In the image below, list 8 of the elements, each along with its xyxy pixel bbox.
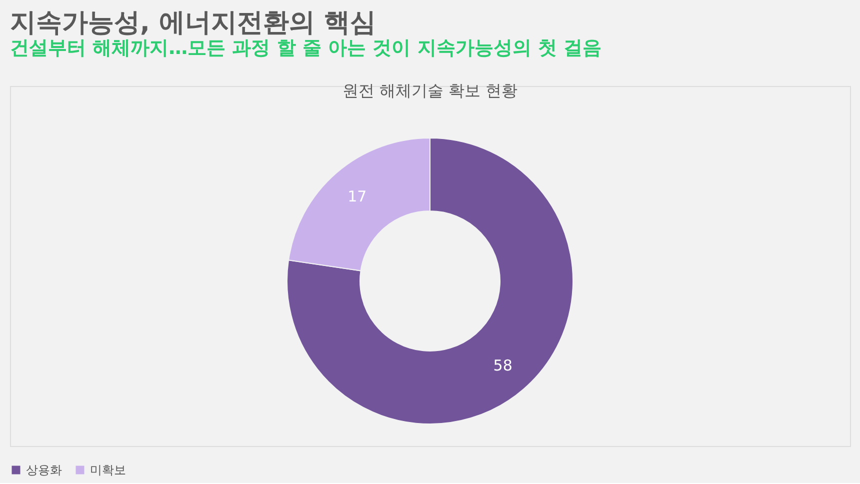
chart-subtitle: 건설부터 해체까지…모든 과정 할 줄 아는 것이 지속가능성의 첫 걸음 bbox=[10, 37, 602, 59]
chart-title: 지속가능성, 에너지전환의 핵심 bbox=[10, 8, 376, 38]
donut-slice bbox=[286, 138, 574, 424]
data-label: 58 bbox=[493, 356, 512, 374]
data-label: 17 bbox=[348, 188, 367, 206]
legend-label: 미확보 bbox=[90, 463, 126, 477]
legend-label: 상용화 bbox=[26, 463, 62, 477]
text: 원전 해체기술 확보 현황 bbox=[342, 81, 518, 100]
